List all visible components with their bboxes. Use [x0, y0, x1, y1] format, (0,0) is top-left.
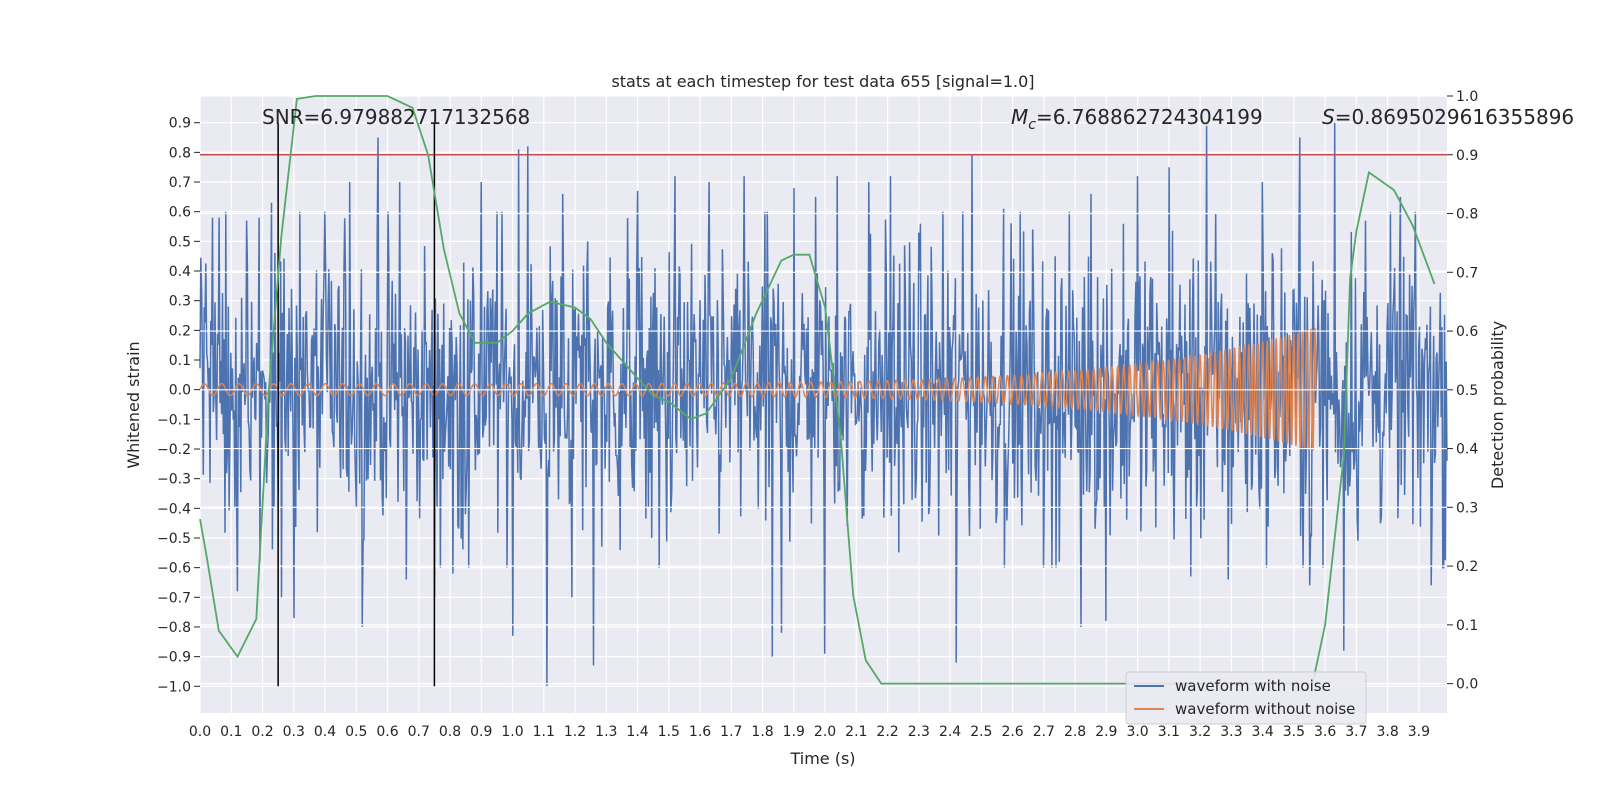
- y2-tick-label: 0.3: [1456, 500, 1478, 516]
- x-tick-label: 3.0: [1126, 724, 1148, 740]
- y-tick-label: 0.3: [169, 294, 191, 310]
- y-tick-label: 0.9: [169, 116, 191, 132]
- y-tick-label: 0.2: [169, 323, 191, 339]
- x-tick-label: 0.0: [189, 724, 211, 740]
- y-tick-label: −0.4: [157, 501, 191, 517]
- y2-tick-label: 1.0: [1456, 89, 1478, 105]
- x-tick-label: 2.2: [876, 724, 898, 740]
- score-value: =0.8695029616355896: [1335, 105, 1574, 129]
- chirp-mass-symbol: M: [1011, 105, 1028, 129]
- x-tick-label: 2.4: [939, 724, 961, 740]
- y2-tick-label: 0.6: [1456, 324, 1478, 340]
- x-tick-label: 3.7: [1345, 724, 1367, 740]
- y2-tick-label: 0.1: [1456, 618, 1478, 634]
- x-tick-label: 1.3: [595, 724, 617, 740]
- score-symbol: S: [1322, 105, 1335, 129]
- y-tick-label: 0.8: [169, 145, 191, 161]
- y-tick-label: −0.1: [157, 412, 191, 428]
- y2-axis-label: Detection probability: [1488, 321, 1507, 489]
- y-tick-label: 0.6: [169, 205, 191, 221]
- y-tick-label: −0.7: [157, 590, 191, 606]
- x-tick-label: 3.5: [1283, 724, 1305, 740]
- x-tick-label: 0.5: [345, 724, 367, 740]
- y-tick-label: −1.0: [157, 679, 191, 695]
- x-tick-label: 0.9: [470, 724, 492, 740]
- x-tick-label: 1.6: [689, 724, 711, 740]
- legend: waveform with noise waveform without noi…: [1125, 671, 1367, 725]
- y-tick-label: 0.0: [169, 383, 191, 399]
- y-axis-label: Whitened strain: [124, 341, 143, 468]
- y2-tick-label: 0.0: [1456, 677, 1478, 693]
- x-tick-label: 1.4: [626, 724, 648, 740]
- x-tick-label: 3.8: [1376, 724, 1398, 740]
- y2-tick-label: 0.7: [1456, 265, 1478, 281]
- chirp-mass-value: =6.768862724304199: [1036, 105, 1263, 129]
- x-tick-label: 2.0: [814, 724, 836, 740]
- x-tick-label: 1.0: [501, 724, 523, 740]
- snr-annotation: SNR=6.979882717132568: [262, 105, 530, 129]
- series-line-waveform-with-noise: [199, 122, 1448, 687]
- x-tick-label: 2.7: [1033, 724, 1055, 740]
- y-tick-label: 0.1: [169, 353, 191, 369]
- x-tick-label: 2.3: [908, 724, 930, 740]
- x-tick-label: 1.1: [533, 724, 555, 740]
- y2-tick-label: 0.4: [1456, 442, 1478, 458]
- x-tick-label: 0.6: [376, 724, 398, 740]
- y2-tick-label: 0.2: [1456, 559, 1478, 575]
- y2-tick-label: 0.5: [1456, 383, 1478, 399]
- x-tick-label: 2.6: [1001, 724, 1023, 740]
- x-tick-label: 0.1: [220, 724, 242, 740]
- y2-tick-label: 0.8: [1456, 207, 1478, 223]
- x-tick-label: 3.1: [1158, 724, 1180, 740]
- legend-label-clean: waveform without noise: [1175, 700, 1355, 718]
- x-tick-label: 0.3: [283, 724, 305, 740]
- x-tick-label: 1.2: [564, 724, 586, 740]
- x-tick-label: 1.8: [751, 724, 773, 740]
- y-tick-label: −0.5: [157, 531, 191, 547]
- y-tick-label: −0.6: [157, 561, 191, 577]
- y-tick-label: −0.9: [157, 650, 191, 666]
- x-tick-label: 0.7: [408, 724, 430, 740]
- chart-title: stats at each timestep for test data 655…: [611, 72, 1034, 91]
- y-tick-label: −0.3: [157, 472, 191, 488]
- x-tick-label: 2.8: [1064, 724, 1086, 740]
- x-tick-label: 3.2: [1189, 724, 1211, 740]
- x-tick-label: 2.5: [970, 724, 992, 740]
- x-tick-label: 3.4: [1251, 724, 1273, 740]
- chirp-mass-annotation: Mc=6.768862724304199: [1011, 105, 1263, 133]
- score-annotation: S=0.8695029616355896: [1322, 105, 1574, 129]
- x-tick-label: 3.3: [1220, 724, 1242, 740]
- y-tick-label: −0.2: [157, 442, 191, 458]
- y-tick-label: −0.8: [157, 620, 191, 636]
- x-tick-label: 0.8: [439, 724, 461, 740]
- x-tick-label: 3.6: [1314, 724, 1336, 740]
- y-tick-label: 0.5: [169, 234, 191, 250]
- y-tick-label: 0.7: [169, 175, 191, 191]
- x-tick-label: 2.1: [845, 724, 867, 740]
- chirp-mass-subscript: c: [1028, 117, 1036, 133]
- x-tick-label: 3.9: [1408, 724, 1430, 740]
- x-tick-label: 2.9: [1095, 724, 1117, 740]
- x-tick-label: 1.7: [720, 724, 742, 740]
- legend-label-noise: waveform with noise: [1175, 677, 1331, 695]
- legend-box: [1125, 671, 1367, 725]
- y2-tick-label: 0.9: [1456, 148, 1478, 164]
- y-tick-label: 0.4: [169, 264, 191, 280]
- x-tick-label: 0.4: [314, 724, 336, 740]
- x-tick-label: 1.9: [783, 724, 805, 740]
- x-axis-label: Time (s): [789, 749, 855, 768]
- x-tick-label: 1.5: [658, 724, 680, 740]
- x-tick-label: 0.2: [251, 724, 273, 740]
